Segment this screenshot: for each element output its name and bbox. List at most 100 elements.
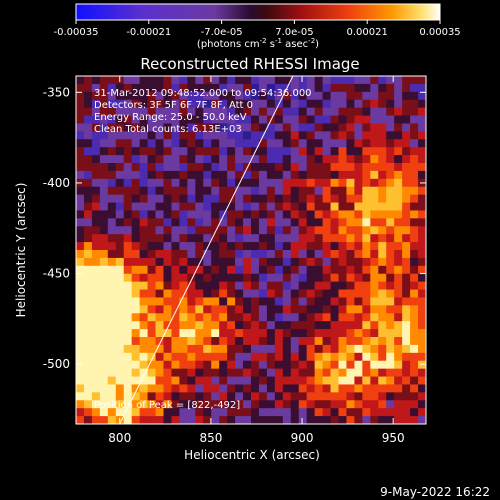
heatmap-cell <box>282 226 292 235</box>
heatmap-cell <box>219 186 228 196</box>
heatmap-cell <box>147 76 157 85</box>
heatmap-cell <box>314 352 324 362</box>
heatmap-cell <box>346 170 355 180</box>
heatmap-cell <box>410 297 419 306</box>
heatmap-cell <box>322 337 332 346</box>
heatmap-cell <box>123 329 133 338</box>
heatmap-cell <box>330 281 339 291</box>
heatmap-cell <box>322 139 332 148</box>
heatmap-cell <box>76 210 85 219</box>
heatmap-cell <box>290 329 300 338</box>
heatmap-cell <box>418 139 426 148</box>
heatmap-cell <box>298 178 308 188</box>
heatmap-cell <box>243 155 252 164</box>
heatmap-cell <box>235 91 244 101</box>
heatmap-cell <box>370 99 379 109</box>
heatmap-cell <box>266 416 276 424</box>
heatmap-cell <box>338 91 347 101</box>
heatmap-cell <box>362 139 371 148</box>
heatmap-cell <box>243 170 252 180</box>
heatmap-cell <box>195 194 204 204</box>
heatmap-cell <box>354 155 363 164</box>
heatmap-cell <box>107 360 117 370</box>
heatmap-cell <box>338 360 347 370</box>
heatmap-cell <box>394 416 403 424</box>
heatmap-cell <box>258 392 268 401</box>
heatmap-cell <box>99 147 109 156</box>
heatmap-cell <box>346 281 355 291</box>
heatmap-cell <box>171 194 180 204</box>
heatmap-cell <box>378 273 387 283</box>
heatmap-cell <box>346 250 355 259</box>
heatmap-cell <box>123 178 133 188</box>
heatmap-cell <box>155 305 164 314</box>
heatmap-cell <box>402 131 411 140</box>
heatmap-cell <box>195 155 204 164</box>
heatmap-cell <box>171 234 180 243</box>
heatmap-cell <box>282 265 292 275</box>
heatmap-cell <box>235 218 244 227</box>
heatmap-cell <box>386 242 395 251</box>
heatmap-cell <box>203 265 212 275</box>
heatmap-cell <box>290 210 300 219</box>
heatmap-cell <box>107 155 117 164</box>
heatmap-cell <box>107 242 117 251</box>
heatmap-cell <box>314 202 324 211</box>
heatmap-cell <box>378 321 387 330</box>
heatmap-cell <box>171 368 180 378</box>
heatmap-cell <box>314 408 324 417</box>
heatmap-cell <box>211 234 220 243</box>
heatmap-cell <box>83 83 93 93</box>
heatmap-cell <box>115 376 125 385</box>
heatmap-cell <box>354 178 363 188</box>
heatmap-cell <box>171 83 180 93</box>
heatmap-cell <box>83 321 93 330</box>
heatmap-cell <box>243 321 252 330</box>
heatmap-cell <box>266 131 276 140</box>
heatmap-cell <box>418 107 426 117</box>
heatmap-cell <box>83 273 93 283</box>
heatmap-cell <box>155 139 164 148</box>
heatmap-cell <box>362 226 371 235</box>
heatmap-cell <box>338 147 347 156</box>
heatmap-cell <box>306 147 316 156</box>
heatmap-cell <box>322 242 332 251</box>
heatmap-cell <box>394 289 403 298</box>
heatmap-cell <box>418 384 426 393</box>
colorbar-tick-label: 0.00035 <box>419 27 460 38</box>
heatmap-cell <box>203 107 212 117</box>
heatmap-cell <box>251 360 260 370</box>
heatmap-cell <box>354 289 363 298</box>
heatmap-cell <box>171 273 180 283</box>
heatmap-cell <box>91 202 101 211</box>
heatmap-cell <box>322 83 332 93</box>
heatmap-cell <box>338 155 347 164</box>
heatmap-cell <box>123 218 133 227</box>
heatmap-cell <box>163 76 172 85</box>
heatmap-cell <box>298 321 308 330</box>
heatmap-cell <box>402 257 411 267</box>
heatmap-cell <box>402 186 411 196</box>
heatmap-cell <box>362 163 371 172</box>
heatmap-cell <box>306 400 316 409</box>
heatmap-cell <box>219 392 228 401</box>
heatmap-cell <box>266 321 276 330</box>
heatmap-cell <box>330 194 339 204</box>
heatmap-cell <box>139 416 149 424</box>
heatmap-cell <box>402 408 411 417</box>
heatmap-cell <box>290 400 300 409</box>
heatmap-cell <box>251 297 260 306</box>
heatmap-cell <box>251 194 260 204</box>
heatmap-cell <box>290 234 300 243</box>
heatmap-cell <box>203 194 212 204</box>
heatmap-cell <box>155 408 164 417</box>
heatmap-cell <box>410 163 419 172</box>
heatmap-cell <box>306 265 316 275</box>
heatmap-cell <box>338 376 347 385</box>
heatmap-cell <box>282 178 292 188</box>
heatmap-cell <box>163 344 172 354</box>
heatmap-cell <box>99 210 109 219</box>
heatmap-cell <box>402 337 411 346</box>
heatmap-cell <box>99 281 109 291</box>
heatmap-cell <box>115 297 125 306</box>
